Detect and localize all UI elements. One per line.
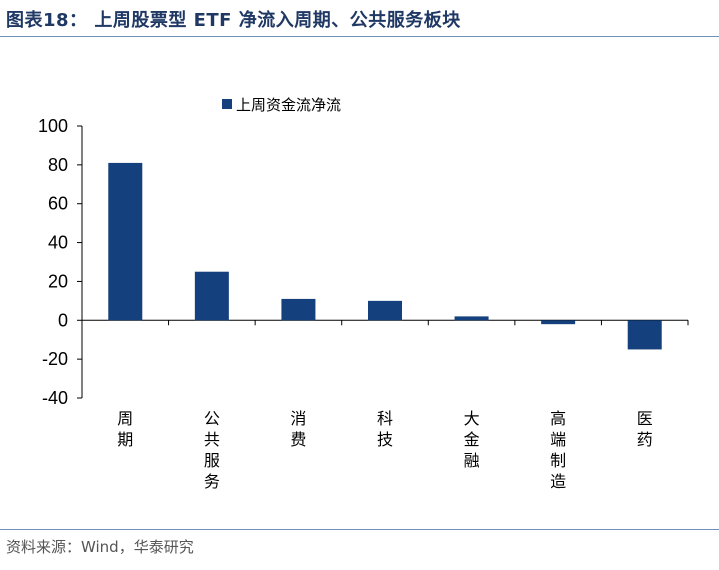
source-note: 资料来源：Wind，华泰研究 <box>6 538 194 556</box>
y-tick-label: 100 <box>38 116 68 136</box>
y-tick-label: 0 <box>58 310 68 330</box>
legend-swatch <box>222 99 232 109</box>
x-axis <box>81 319 689 326</box>
y-tick-label: -20 <box>42 349 68 369</box>
category-label: 高端制造 <box>550 409 566 491</box>
bar-医药 <box>627 320 662 350</box>
bars <box>108 162 662 350</box>
category-label: 医药 <box>637 409 653 449</box>
y-tick-label: 60 <box>48 194 68 214</box>
category-label: 大金融 <box>464 409 480 470</box>
bar-大金融 <box>454 316 489 321</box>
y-tick-label: 80 <box>48 155 68 175</box>
category-label: 周期 <box>117 409 133 449</box>
y-axis: 100 80 60 40 20 0 -20 -40 <box>38 116 83 408</box>
bar-公共服务 <box>194 271 229 321</box>
bar-消费 <box>281 298 316 321</box>
bottom-divider <box>0 529 719 530</box>
y-tick-label: -40 <box>42 388 68 408</box>
category-label: 消费 <box>290 409 306 449</box>
category-label: 科技 <box>377 409 393 449</box>
bar-高端制造 <box>541 320 576 325</box>
category-labels: 周期 公共服务 消费 科技 大金融 高端制造 医药 <box>117 409 652 491</box>
bar-周期 <box>108 162 143 321</box>
legend: 上周资金流净流 <box>222 96 341 114</box>
category-label: 公共服务 <box>204 409 220 491</box>
figure-title: 图表18： 上周股票型 ETF 净流入周期、公共服务板块 <box>6 10 461 31</box>
y-tick-label: 20 <box>48 271 68 291</box>
y-tick-label: 40 <box>48 233 68 253</box>
top-divider <box>0 36 719 37</box>
bar-科技 <box>368 300 402 321</box>
legend-label: 上周资金流净流 <box>236 96 341 114</box>
